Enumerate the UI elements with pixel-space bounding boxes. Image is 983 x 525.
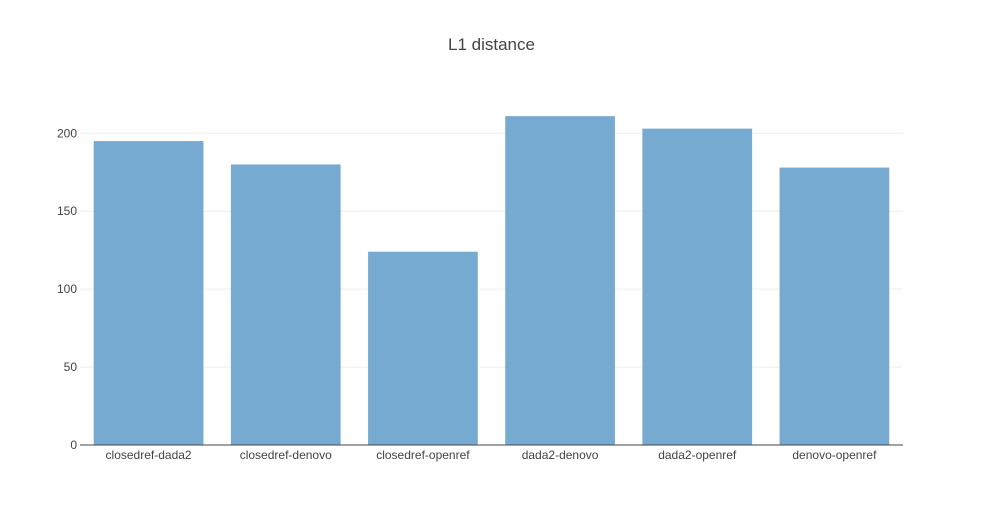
x-tick-label: closedref-openref [376, 448, 470, 462]
y-tick-label: 0 [70, 438, 77, 452]
bars [93, 116, 890, 446]
bar-dada2-denovo[interactable] [505, 116, 615, 446]
y-tick-label: 50 [64, 360, 78, 374]
x-axis-ticks: closedref-dada2 closedref-denovo closedref… [106, 448, 878, 462]
y-tick-label: 200 [57, 126, 77, 140]
y-axis-ticks: 0 50 100 150 200 [57, 126, 77, 452]
x-tick-label: denovo-openref [792, 448, 877, 462]
bar-denovo-openref[interactable] [779, 167, 890, 445]
y-tick-label: 150 [57, 204, 77, 218]
x-tick-label: dada2-denovo [522, 448, 599, 462]
chart-title: L1 distance [448, 35, 535, 54]
x-tick-label: dada2-openref [658, 448, 737, 462]
gridlines [80, 132, 903, 368]
x-tick-label: closedref-dada2 [106, 448, 192, 462]
bar-closedref-openref[interactable] [368, 251, 478, 445]
bar-closedref-denovo[interactable] [230, 164, 341, 445]
bar-dada2-openref[interactable] [642, 128, 753, 445]
x-tick-label: closedref-denovo [240, 448, 332, 462]
y-tick-label: 100 [57, 282, 77, 296]
bar-closedref-dada2[interactable] [93, 141, 204, 445]
